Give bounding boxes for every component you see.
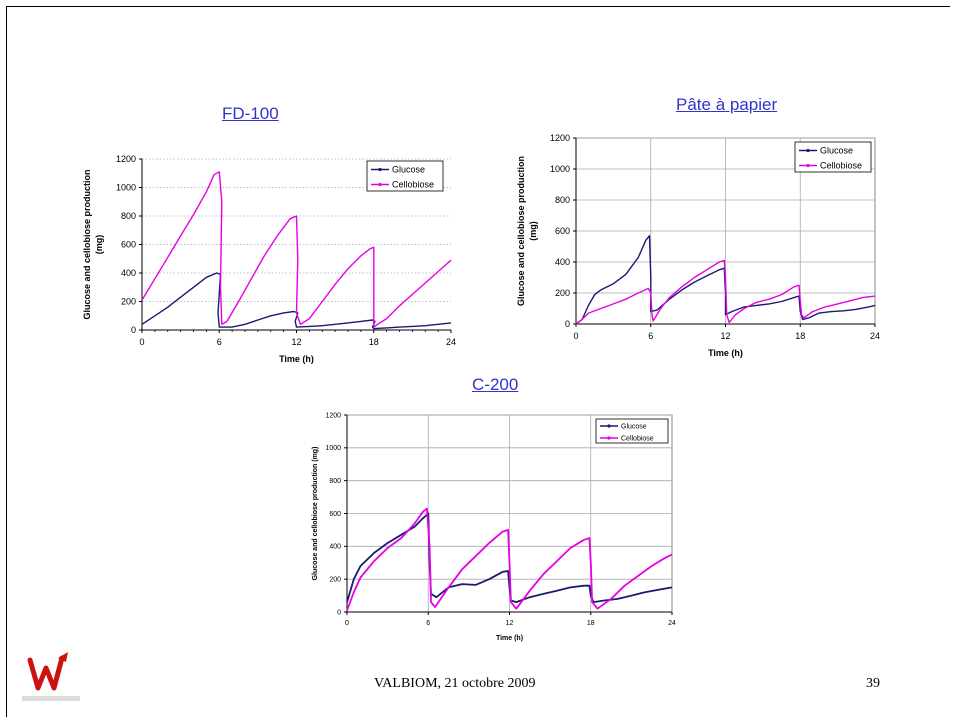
x-tick-label: 12 (720, 331, 730, 341)
y-tick-label: 1000 (116, 183, 136, 193)
y-axis-label-line2: (mg) (94, 235, 104, 255)
y-axis-label-line1: Glucose and cellobiose production (516, 156, 526, 306)
y-tick-label: 200 (121, 297, 136, 307)
x-tick-label: 24 (870, 331, 880, 341)
y-tick-label: 1000 (550, 164, 570, 174)
y-tick-label: 0 (337, 609, 341, 616)
series-line-cellobiose (575, 259, 876, 325)
y-tick-label: 200 (329, 577, 341, 584)
y-tick-label: 600 (121, 240, 136, 250)
legend-marker-cellobiose (378, 182, 382, 187)
legend-label-cellobiose: Cellobiose (621, 435, 654, 442)
footer-text: VALBIOM, 21 octobre 2009 (374, 676, 536, 691)
company-logo (22, 650, 82, 708)
slide-frame (6, 6, 950, 717)
logo-w-icon (22, 652, 80, 701)
series-line-cellobiose (141, 171, 452, 328)
legend-marker-glucose (806, 148, 810, 153)
y-tick-label: 1200 (325, 412, 341, 419)
legend-marker-cellobiose (607, 436, 611, 440)
legend-marker-glucose (378, 167, 382, 172)
y-tick-label: 1000 (325, 445, 341, 452)
x-tick-label: 0 (139, 337, 144, 347)
y-tick-label: 400 (121, 268, 136, 278)
y-tick-label: 200 (555, 288, 570, 298)
y-tick-label: 800 (121, 211, 136, 221)
legend-label-glucose: Glucose (392, 165, 425, 175)
y-tick-label: 0 (565, 319, 570, 329)
y-tick-label: 1200 (550, 133, 570, 143)
chart-title-c200: C-200 (472, 375, 519, 394)
legend-label-cellobiose: Cellobiose (392, 180, 434, 190)
x-tick-label: 18 (369, 337, 379, 347)
y-tick-label: 400 (555, 257, 570, 267)
legend-marker-cellobiose (806, 163, 810, 168)
x-axis-label: Time (h) (496, 635, 523, 642)
y-tick-label: 600 (555, 226, 570, 236)
y-tick-label: 600 (329, 511, 341, 518)
y-axis-label: Glucose and cellobiose production (mg) (312, 447, 319, 581)
x-tick-label: 6 (217, 337, 222, 347)
x-tick-label: 12 (506, 620, 514, 627)
y-axis-label: Glucose and cellobiose production (mg) (516, 156, 538, 306)
y-axis-label-line2: (mg) (528, 221, 538, 241)
x-axis-label: Time (h) (708, 348, 743, 358)
series-line-cellobiose (346, 507, 673, 611)
x-tick-label: 6 (648, 331, 653, 341)
x-tick-label: 24 (668, 620, 676, 627)
x-tick-label: 18 (795, 331, 805, 341)
series-line-glucose (141, 272, 452, 330)
y-tick-label: 1200 (116, 154, 136, 164)
x-tick-label: 24 (446, 337, 456, 347)
legend-label-glucose: Glucose (621, 423, 647, 430)
page-number: 39 (866, 676, 880, 691)
legend-marker-glucose (607, 424, 611, 428)
x-tick-label: 18 (587, 620, 595, 627)
chart-title-pate-a-papier: Pâte à papier (676, 95, 778, 114)
x-tick-label: 12 (291, 337, 301, 347)
y-tick-label: 0 (131, 325, 136, 335)
x-tick-label: 0 (573, 331, 578, 341)
y-tick-label: 800 (555, 195, 570, 205)
y-tick-label: 800 (329, 478, 341, 485)
x-axis-label: Time (h) (279, 354, 314, 364)
x-tick-label: 6 (426, 620, 430, 627)
y-axis-label: Glucose and cellobiose production (mg) (82, 169, 104, 319)
legend-label-glucose: Glucose (820, 146, 853, 156)
y-tick-label: 400 (329, 544, 341, 551)
legend-label-cellobiose: Cellobiose (820, 161, 862, 171)
chart-title-fd100: FD-100 (222, 104, 279, 123)
y-axis-label-line1: Glucose and cellobiose production (82, 169, 92, 319)
x-tick-label: 0 (345, 620, 349, 627)
